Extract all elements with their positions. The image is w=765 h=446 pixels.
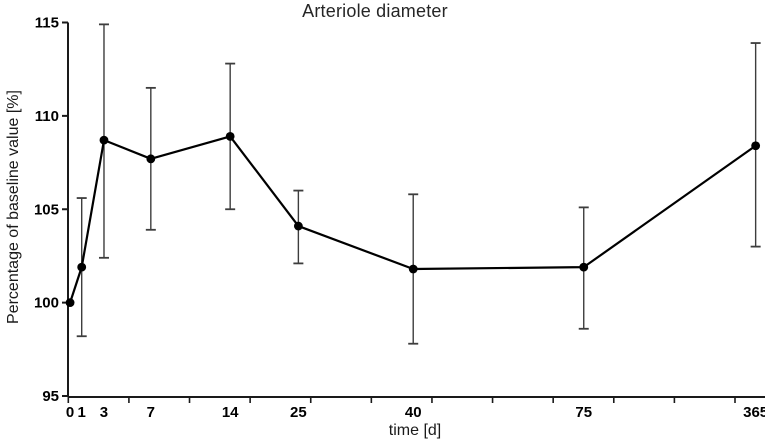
data-point-markers	[65, 132, 761, 308]
y-tick-label: 95	[42, 388, 59, 405]
x-tick-label: 3	[100, 404, 108, 421]
y-tick-label: 110	[35, 108, 59, 125]
chart-title: Arteriole diameter	[302, 1, 448, 21]
axes	[67, 22, 765, 398]
x-tick-label: 365	[743, 404, 765, 421]
data-point-marker	[99, 135, 109, 145]
data-point-marker	[225, 132, 235, 141]
error-bars	[76, 23, 761, 345]
y-axis-title: Percentage of baseline value [%]	[5, 90, 22, 324]
x-tick-label: 25	[290, 404, 307, 421]
y-tick-label: 105	[34, 201, 59, 218]
x-axis-title: time [d]	[388, 422, 442, 439]
data-point-marker	[77, 262, 87, 272]
x-tick-label: 1	[78, 404, 86, 421]
data-point-marker	[65, 298, 75, 308]
y-axis-ticks: 95 100 105 110 115	[34, 15, 68, 405]
x-axis-ticks	[67, 397, 736, 403]
data-point-marker	[293, 221, 303, 231]
x-tick-label: 40	[405, 404, 422, 421]
x-tick-label: 75	[575, 404, 592, 421]
x-tick-label: 14	[222, 404, 239, 421]
data-point-marker	[751, 141, 761, 151]
y-tick-label: 115	[35, 15, 59, 32]
x-tick-labels: 0 1 3 7 14 25 40 75 365	[66, 404, 765, 421]
x-tick-label: 7	[147, 404, 155, 421]
data-point-marker	[408, 264, 418, 274]
data-point-marker	[579, 262, 589, 272]
data-point-marker	[146, 154, 156, 164]
x-tick-label: 0	[66, 404, 74, 421]
y-tick-label: 100	[34, 295, 59, 312]
